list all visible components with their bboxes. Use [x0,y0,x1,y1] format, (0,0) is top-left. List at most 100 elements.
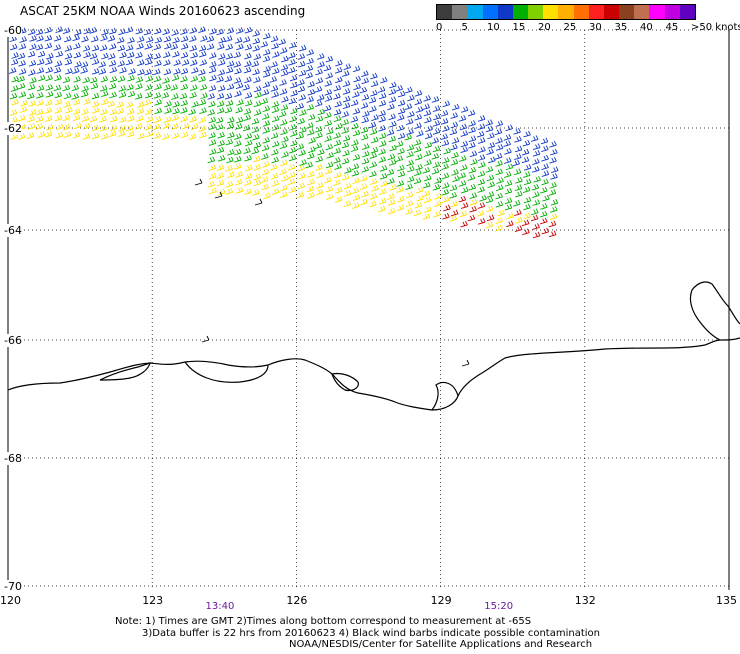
wind-barb [224,92,233,100]
wind-barb [261,89,270,96]
wind-barb [135,122,143,130]
wind-barb [504,157,512,164]
wind-barb [217,155,226,162]
wind-barb [82,133,91,140]
wind-barb [253,179,262,187]
wind-barb [116,36,125,44]
wind-barb [233,51,241,59]
wind-barb [532,199,541,206]
wind-barb [108,59,117,67]
wind-barb [353,75,361,83]
wind-barb [521,219,530,227]
wind-barb [440,133,448,141]
wind-barb [109,75,118,83]
wind-barb [36,99,44,107]
wind-barb [369,128,378,135]
colorbar-swatch [603,5,620,19]
wind-barb [272,67,280,75]
wind-barb [369,200,377,208]
wind-barb [235,170,243,178]
wind-barb [217,84,226,92]
wind-barb [261,168,270,176]
wind-barb [477,123,486,130]
wind-barb [234,155,242,163]
wind-barb [458,172,466,179]
wind-barb [216,146,225,154]
wind-barb [128,68,136,75]
wind-barb [371,114,379,122]
wind-barb [432,120,441,127]
wind-barb [370,89,378,97]
wind-barb [279,110,287,118]
wind-barb [413,146,422,153]
wind-barb [512,159,520,167]
wind-barb [369,152,377,159]
wind-barb [343,190,352,197]
wind-barb [386,168,395,176]
ice-shelf-loop-mid [184,361,269,383]
wind-barb [227,131,235,139]
wind-barb [270,35,279,43]
wind-barb [35,108,44,116]
wind-barb [351,122,359,130]
wind-barb [406,128,414,135]
wind-barb [380,180,388,187]
wind-barb [378,124,386,132]
wind-barb [389,184,397,191]
wind-barb [486,214,495,222]
wind-barb [325,143,333,151]
wind-barb [325,193,334,200]
east-headland [689,281,740,341]
wind-barb [468,166,477,174]
wind-barb [262,160,270,168]
wind-barb [407,94,415,102]
wind-barb [325,55,334,63]
colorbar-swatch [437,5,453,19]
wind-barb [360,198,368,206]
wind-barb [28,60,37,67]
wind-barb [458,180,467,187]
wind-barb [253,155,261,163]
wind-barb [495,192,503,200]
note-line-1: Note: 1) Times are GMT 2)Times along bot… [115,616,532,627]
wind-barb [405,183,413,191]
wind-barb [143,99,152,106]
wind-barb [514,184,523,191]
wind-barb [413,177,422,185]
wind-barb [253,76,261,84]
wind-barb [317,94,325,101]
wind-barb [44,42,53,50]
colorbar-swatch [664,5,680,19]
wind-barb [449,215,458,222]
wind-barb [154,83,162,90]
wind-barb [224,106,233,114]
wind-barb [189,44,198,52]
wind-barb [172,36,180,44]
wind-barb [118,85,127,92]
wind-barb [307,88,316,96]
wind-barb [126,83,134,91]
wind-barb [433,113,441,121]
wind-barb [495,217,503,225]
wind-barb [530,135,539,142]
wind-barb [441,188,449,196]
wind-barb [136,42,144,50]
wind-barb [468,183,477,191]
wind-barb [324,111,332,119]
wind-barb [432,183,441,191]
colorbar-tick-label: 10 [487,22,500,33]
wind-barb [234,90,242,98]
wind-barb [281,95,289,103]
wind-barb [422,213,431,220]
wind-barb [217,131,225,139]
wind-barb [388,88,397,96]
wind-barb [468,126,476,134]
wind-barb [144,84,153,91]
wind-barb [487,181,496,188]
wind-barb [541,163,549,170]
wind-barb [532,149,541,157]
wind-barb [109,124,118,131]
wind-barb [262,113,270,120]
wind-barb [54,60,63,68]
wind-barb [36,91,44,99]
